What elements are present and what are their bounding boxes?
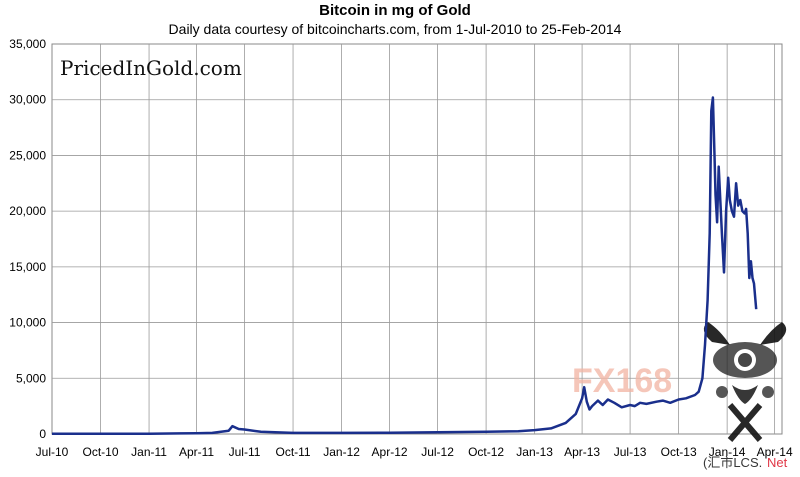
watermark-logo: FX168 (汇市LCS. Net xyxy=(572,322,788,470)
x-tick-label: Jul-12 xyxy=(421,445,454,459)
plot-area xyxy=(51,43,783,435)
dragon-emblem-icon xyxy=(703,322,787,442)
x-tick-label: Apr-13 xyxy=(564,445,600,459)
y-tick-label: 10,000 xyxy=(9,316,46,330)
x-tick-label: Jan-12 xyxy=(323,445,360,459)
y-tick-label: 30,000 xyxy=(9,93,46,107)
x-axis-ticks: Jul-10 Oct-10 Jan-11 Apr-11 Jul-11 Oct-11 Jan-… xyxy=(36,445,793,459)
y-tick-label: 20,000 xyxy=(9,204,46,218)
y-tick-label: 35,000 xyxy=(9,37,46,51)
chart-subtitle: Daily data courtesy of bitcoincharts.com… xyxy=(169,21,622,37)
watermark-fx-text: FX168 xyxy=(572,362,672,400)
x-tick-label: Oct-11 xyxy=(275,445,310,459)
series-line xyxy=(52,96,758,436)
x-tick-label: Jul-13 xyxy=(614,445,647,459)
watermark-net-text: Net xyxy=(767,455,788,470)
x-tick-label: Oct-13 xyxy=(661,445,697,459)
x-tick-label: Oct-12 xyxy=(468,445,504,459)
x-tick-label: Jan-13 xyxy=(516,445,553,459)
series-layer xyxy=(52,96,758,436)
y-tick-label: 15,000 xyxy=(9,260,46,274)
y-tick-label: 25,000 xyxy=(9,148,46,162)
x-tick-label: Apr-11 xyxy=(179,445,214,459)
y-axis-ticks: 0 5,000 10,000 15,000 20,000 25,000 30,000 35,0… xyxy=(9,37,46,441)
x-tick-label: Jan-14 xyxy=(709,445,746,459)
watermark-site-text: (汇市LCS. xyxy=(703,455,762,470)
chart-title: Bitcoin in mg of Gold xyxy=(319,2,471,19)
x-tick-label: Jul-11 xyxy=(229,445,261,459)
x-tick-label: Apr-14 xyxy=(757,445,793,459)
x-tick-label: Oct-10 xyxy=(83,445,119,459)
y-tick-label: 0 xyxy=(39,427,46,441)
x-tick-label: Jan-11 xyxy=(131,445,167,459)
x-tick-label: Apr-12 xyxy=(372,445,408,459)
y-tick-label: 5,000 xyxy=(16,371,46,385)
site-brand-label: PricedInGold.com xyxy=(60,56,242,80)
horizontal-gridlines xyxy=(52,99,782,379)
x-tick-label: Jul-10 xyxy=(36,445,69,459)
